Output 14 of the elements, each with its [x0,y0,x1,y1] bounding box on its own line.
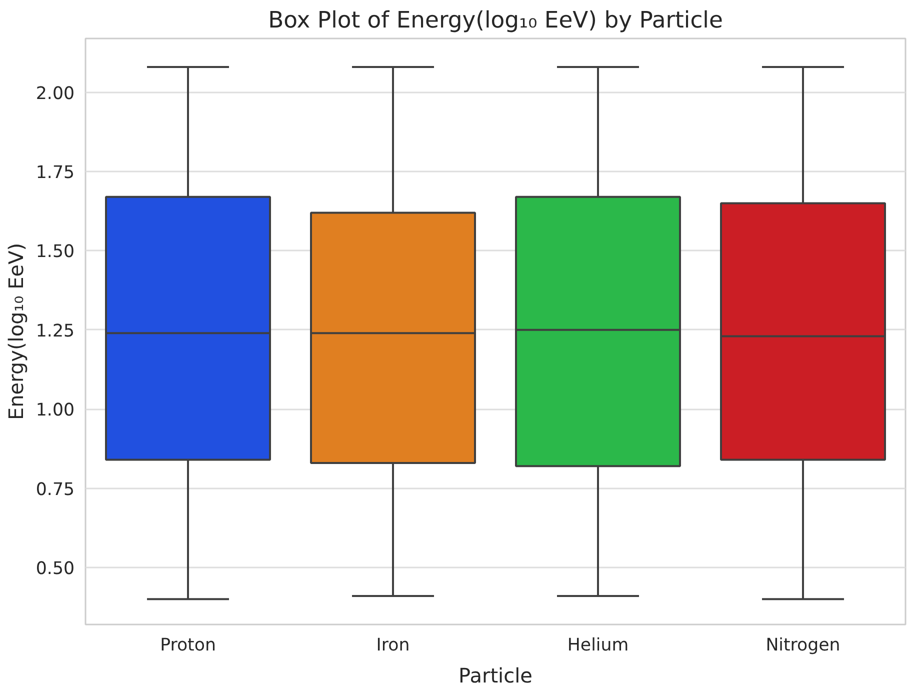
y-tick-label: 1.50 [36,242,75,262]
y-tick-label: 1.75 [36,163,75,184]
x-tick-label: Proton [160,636,216,656]
y-axis-title: Energy(log₁₀ EeV) [4,242,28,420]
y-tick-label: 0.50 [36,558,75,579]
x-tick-label: Nitrogen [766,636,840,656]
chart-title: Box Plot of Energy(log₁₀ EeV) by Particle [268,8,723,34]
y-tick-label: 1.00 [36,400,75,421]
y-tick-label: 2.00 [36,84,75,104]
y-tick-label: 0.75 [36,480,75,500]
x-axis-title: Particle [458,664,532,688]
y-tick-label: 1.25 [36,321,75,342]
x-tick-label: Helium [567,636,629,656]
x-tick-label: Iron [376,636,410,656]
